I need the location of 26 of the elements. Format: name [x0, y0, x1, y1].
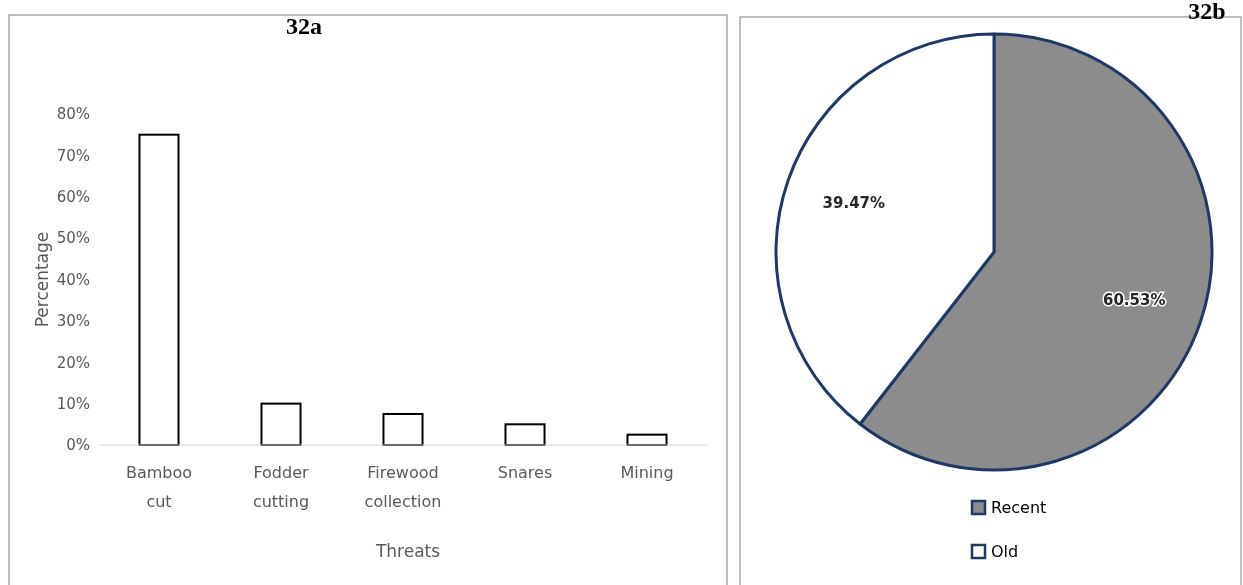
legend-label: Recent [991, 497, 1047, 517]
bar [138, 133, 180, 446]
x-tick-label: Firewood collection [364, 463, 442, 511]
x-tick-label: Snares [497, 463, 553, 482]
data-label: 60.53% [1102, 290, 1166, 309]
y-tick-label: 70% [56, 146, 90, 165]
data-label: 39.47% [822, 194, 886, 213]
bar [260, 402, 302, 446]
y-tick-label: 50% [56, 229, 90, 248]
chart-title: 32b [1188, 0, 1226, 24]
y-axis-title: Percentage [32, 231, 52, 328]
x-tick-label: Bamboo cut [125, 463, 193, 511]
bar [382, 412, 424, 446]
bar [504, 423, 546, 446]
x-tick-label: Fodder cutting [252, 463, 310, 511]
y-tick-label: 60% [56, 188, 90, 207]
y-tick-label: 30% [56, 312, 90, 331]
x-axis-title: Threats [374, 541, 441, 561]
y-tick-label: 0% [66, 436, 90, 455]
y-tick-label: 40% [56, 270, 90, 289]
legend-label: Old [991, 541, 1019, 561]
y-tick-label: 20% [56, 353, 90, 372]
x-tick-label: Mining [620, 463, 674, 482]
y-tick-label: 80% [56, 105, 90, 124]
chart-title: 32a [286, 13, 322, 39]
y-tick-label: 10% [56, 394, 90, 413]
